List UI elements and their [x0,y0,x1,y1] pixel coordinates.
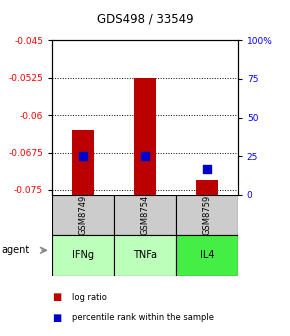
Text: log ratio: log ratio [72,293,107,302]
Point [81,154,86,159]
Text: ■: ■ [52,312,61,323]
Text: IFNg: IFNg [72,250,94,260]
Point [143,154,147,159]
Text: GDS498 / 33549: GDS498 / 33549 [97,12,193,25]
Text: GSM8759: GSM8759 [202,195,211,235]
Bar [134,78,156,195]
Bar [114,195,176,235]
Bar [52,235,114,276]
Bar [52,195,114,235]
Bar [176,195,238,235]
Bar [196,180,218,195]
Bar [176,235,238,276]
Text: IL4: IL4 [200,250,214,260]
Point [204,166,209,171]
Bar [72,130,94,195]
Text: GSM8754: GSM8754 [140,195,150,235]
Bar [114,235,176,276]
Text: TNFa: TNFa [133,250,157,260]
Text: GSM8749: GSM8749 [79,195,88,235]
Text: agent: agent [1,245,30,255]
Text: percentile rank within the sample: percentile rank within the sample [72,313,215,322]
Text: ■: ■ [52,292,61,302]
